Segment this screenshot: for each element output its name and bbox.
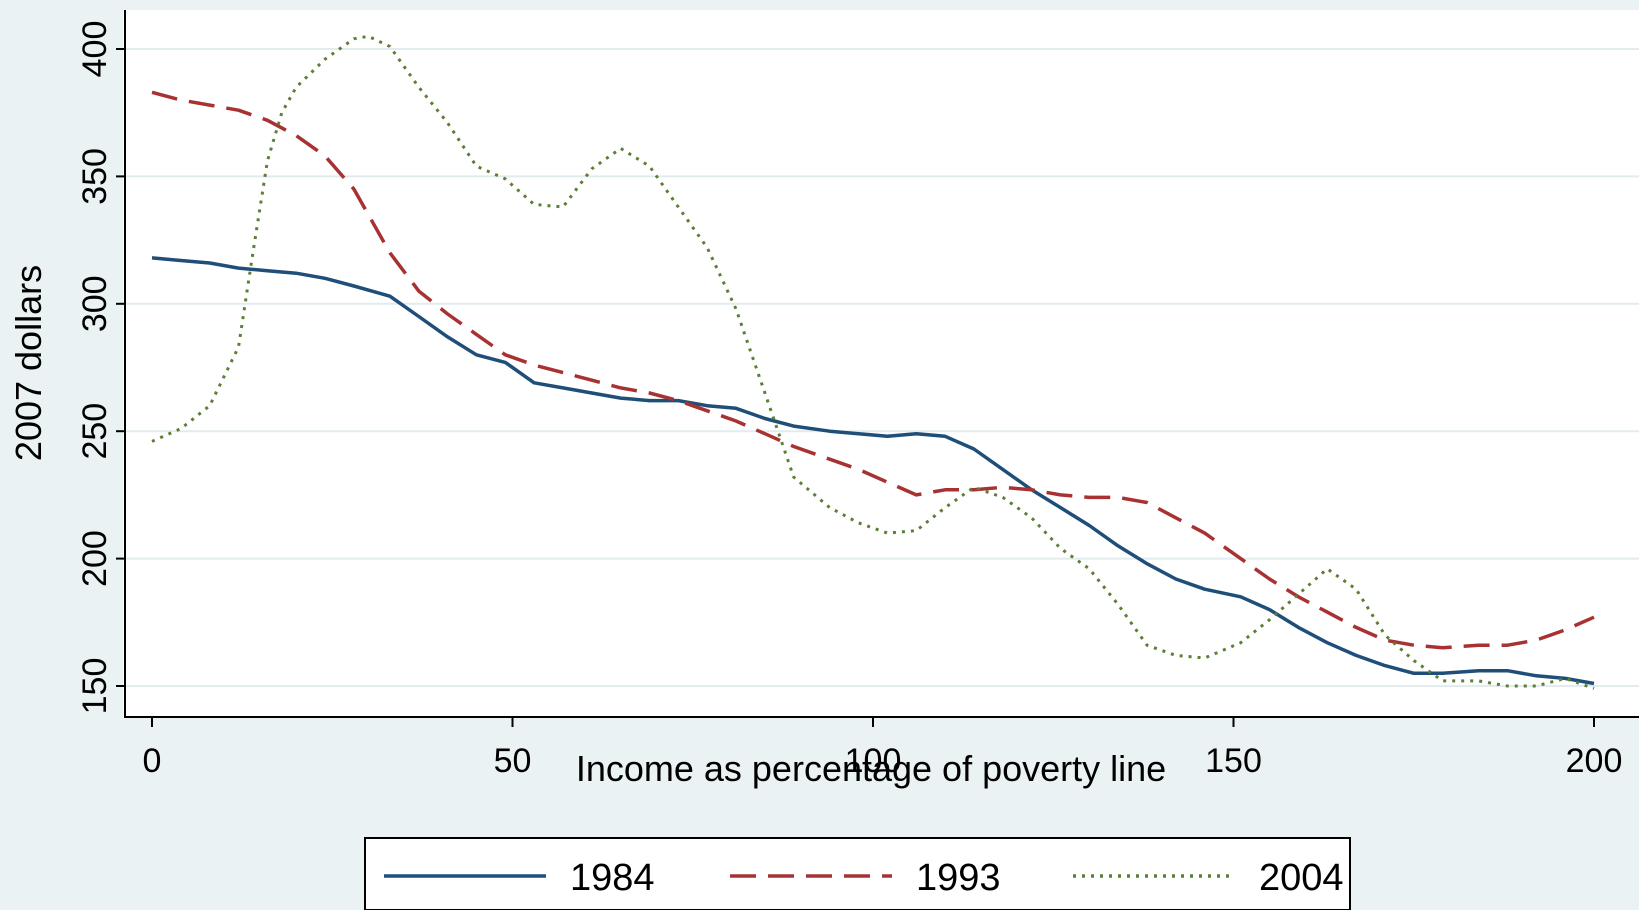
y-tick-label: 200 (76, 530, 114, 587)
plot-area (123, 10, 1639, 718)
series-lines (151, 34, 1595, 690)
y-tick-label: 400 (76, 21, 114, 78)
x-tick-label: 200 (1566, 742, 1623, 780)
legend-box (364, 837, 1351, 910)
series-line-1984 (151, 256, 1595, 686)
y-tick-label: 300 (76, 275, 114, 332)
x-tick-label: 100 (845, 742, 902, 780)
x-tick-label: 0 (143, 742, 162, 780)
y-tick-label: 150 (76, 658, 114, 715)
x-tick-label: 50 (494, 742, 532, 780)
x-tick-label: 150 (1205, 742, 1262, 780)
x-axis-title: Income as percentage of poverty line (576, 748, 1166, 789)
y-tick-label: 350 (76, 148, 114, 205)
axes: 150 200 250 300 350 400 0 50 100 150 200 (76, 10, 1639, 780)
grid-lines (123, 48, 1639, 687)
y-tick-label: 250 (76, 403, 114, 460)
series-line-2004 (151, 34, 1595, 690)
legend-label-2004: 2004 (1259, 857, 1344, 899)
series-line-1993 (151, 90, 1595, 650)
legend-label-1993: 1993 (916, 857, 1001, 899)
y-axis-title: 2007 dollars (8, 265, 49, 461)
legend-label-1984: 1984 (570, 857, 655, 899)
legend: 1984 1993 2004 (364, 837, 1351, 910)
